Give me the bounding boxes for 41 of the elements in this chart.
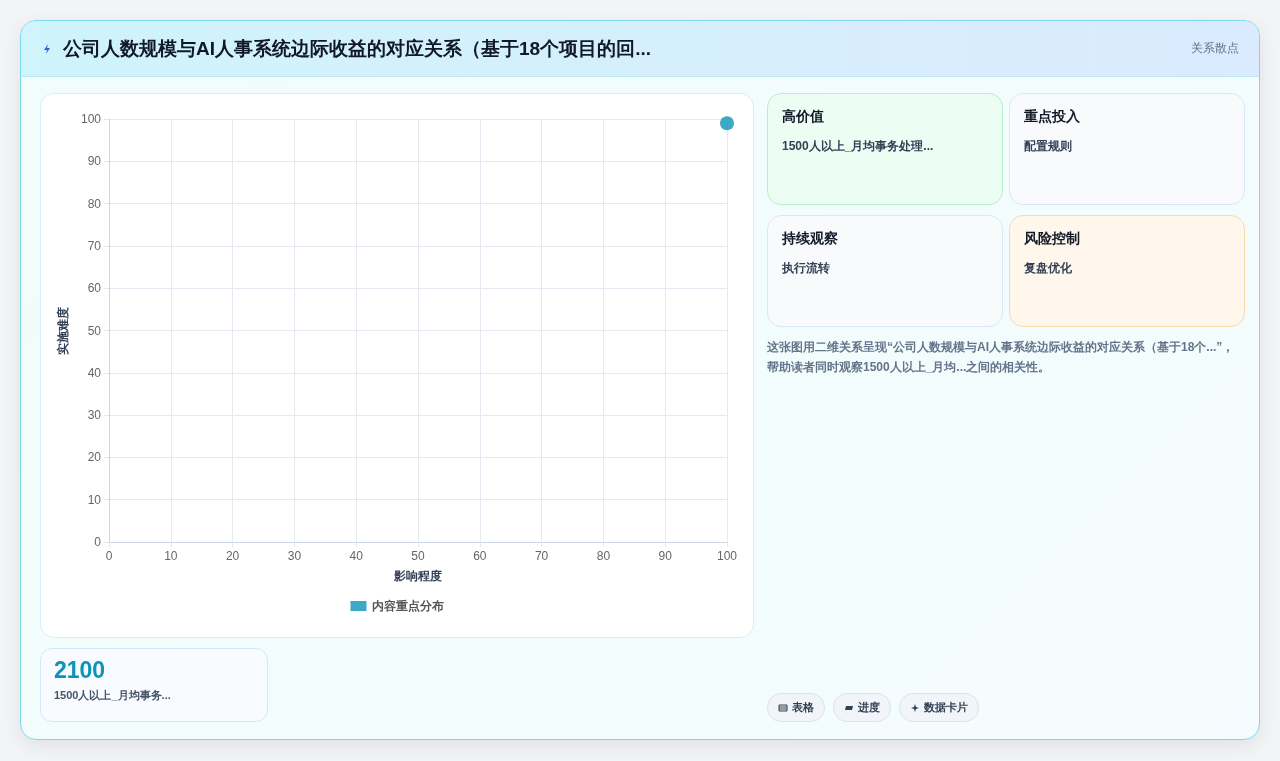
text: 复盘优化	[1024, 260, 1073, 277]
text: 表格	[792, 700, 814, 715]
text: 风险控制	[1024, 230, 1081, 248]
text: 持续观察	[782, 230, 839, 248]
x-tick-label: 10	[164, 549, 178, 563]
x-tick-label: 0	[105, 549, 113, 563]
text: 数据卡片	[924, 700, 968, 715]
x-tick-label: 30	[287, 549, 302, 563]
text: 2100	[54, 657, 107, 684]
text: 公司人数规模与AI人事系统边际收益的对应关系（基于18个项目的回...	[63, 36, 652, 61]
x-tick-label: 40	[349, 549, 364, 563]
text: 1500人以上_月均事务处理...	[782, 138, 935, 155]
y-tick-label: 20	[87, 450, 102, 465]
y-tick-label: 50	[87, 323, 102, 338]
x-tick-label: 80	[596, 549, 611, 563]
y-tick-label: 40	[87, 365, 102, 380]
text: 执行流转	[782, 260, 831, 277]
y-tick-label: 0	[94, 535, 102, 549]
y-tick-label: 60	[87, 281, 102, 296]
x-tick-label: 20	[225, 549, 240, 563]
text: 重点投入	[1024, 108, 1081, 126]
x-tick-label: 60	[473, 549, 487, 563]
text: 1500人以上_月均事务...	[54, 688, 172, 703]
text: 高价值	[782, 108, 825, 126]
text: 这张图用二维关系呈现“公司人数规模与AI人事系统边际收益的对应关系（基于18个...”，帮助读者同时观察1500人以上_月均...之间的相关性。	[767, 339, 1236, 376]
y-tick-label: 10	[87, 492, 102, 507]
y-tick-label: 90	[87, 154, 102, 169]
legend-label: 内容重点分布	[371, 599, 444, 613]
text: 配置规则	[1024, 138, 1073, 155]
x-tick-label: 50	[411, 549, 425, 563]
y-tick-label: 80	[87, 196, 102, 211]
y-tick-label: 30	[87, 408, 102, 423]
x-tick-label: 70	[534, 549, 549, 563]
x-tick-label: 100	[716, 549, 738, 563]
text: 关系散点	[1191, 40, 1239, 57]
text: 进度	[858, 700, 880, 715]
x-tick-label: 90	[658, 549, 673, 563]
y-tick-label: 70	[87, 238, 102, 253]
y-axis-title: 实施难度	[56, 306, 70, 355]
y-tick-label: 100	[80, 112, 102, 126]
x-axis-title: 影响程度	[393, 569, 442, 583]
